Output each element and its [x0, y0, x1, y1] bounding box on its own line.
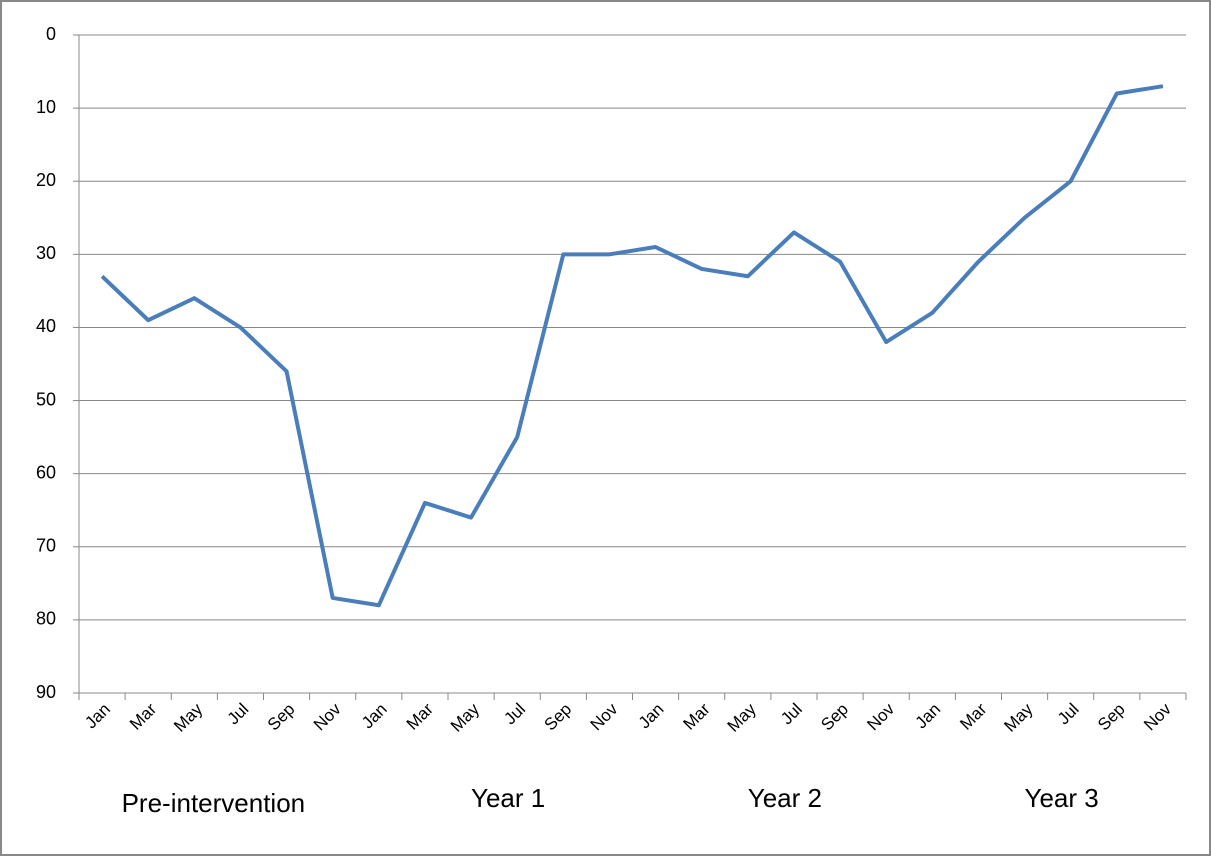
- y-tick-label: 0: [46, 24, 56, 44]
- y-tick-label: 50: [36, 389, 56, 409]
- y-tick-label: 20: [36, 170, 56, 190]
- y-tick-label: 60: [36, 462, 56, 482]
- data-line: [100, 84, 1164, 608]
- y-tick-label: 40: [36, 316, 56, 336]
- y-tick-label: 90: [36, 682, 56, 702]
- group-label: Year 3: [1025, 783, 1099, 813]
- y-tick-label: 30: [36, 243, 56, 263]
- group-label: Year 2: [748, 783, 822, 813]
- y-tick-label: 10: [36, 97, 56, 117]
- y-tick-label: 70: [36, 536, 56, 556]
- group-label: Year 1: [471, 783, 545, 813]
- group-label: Pre-intervention: [122, 788, 306, 818]
- y-tick-label: 80: [36, 609, 56, 629]
